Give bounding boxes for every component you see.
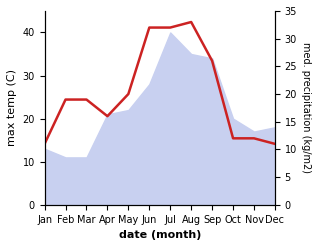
Y-axis label: med. precipitation (kg/m2): med. precipitation (kg/m2) (301, 42, 311, 173)
X-axis label: date (month): date (month) (119, 230, 201, 240)
Y-axis label: max temp (C): max temp (C) (7, 69, 17, 146)
